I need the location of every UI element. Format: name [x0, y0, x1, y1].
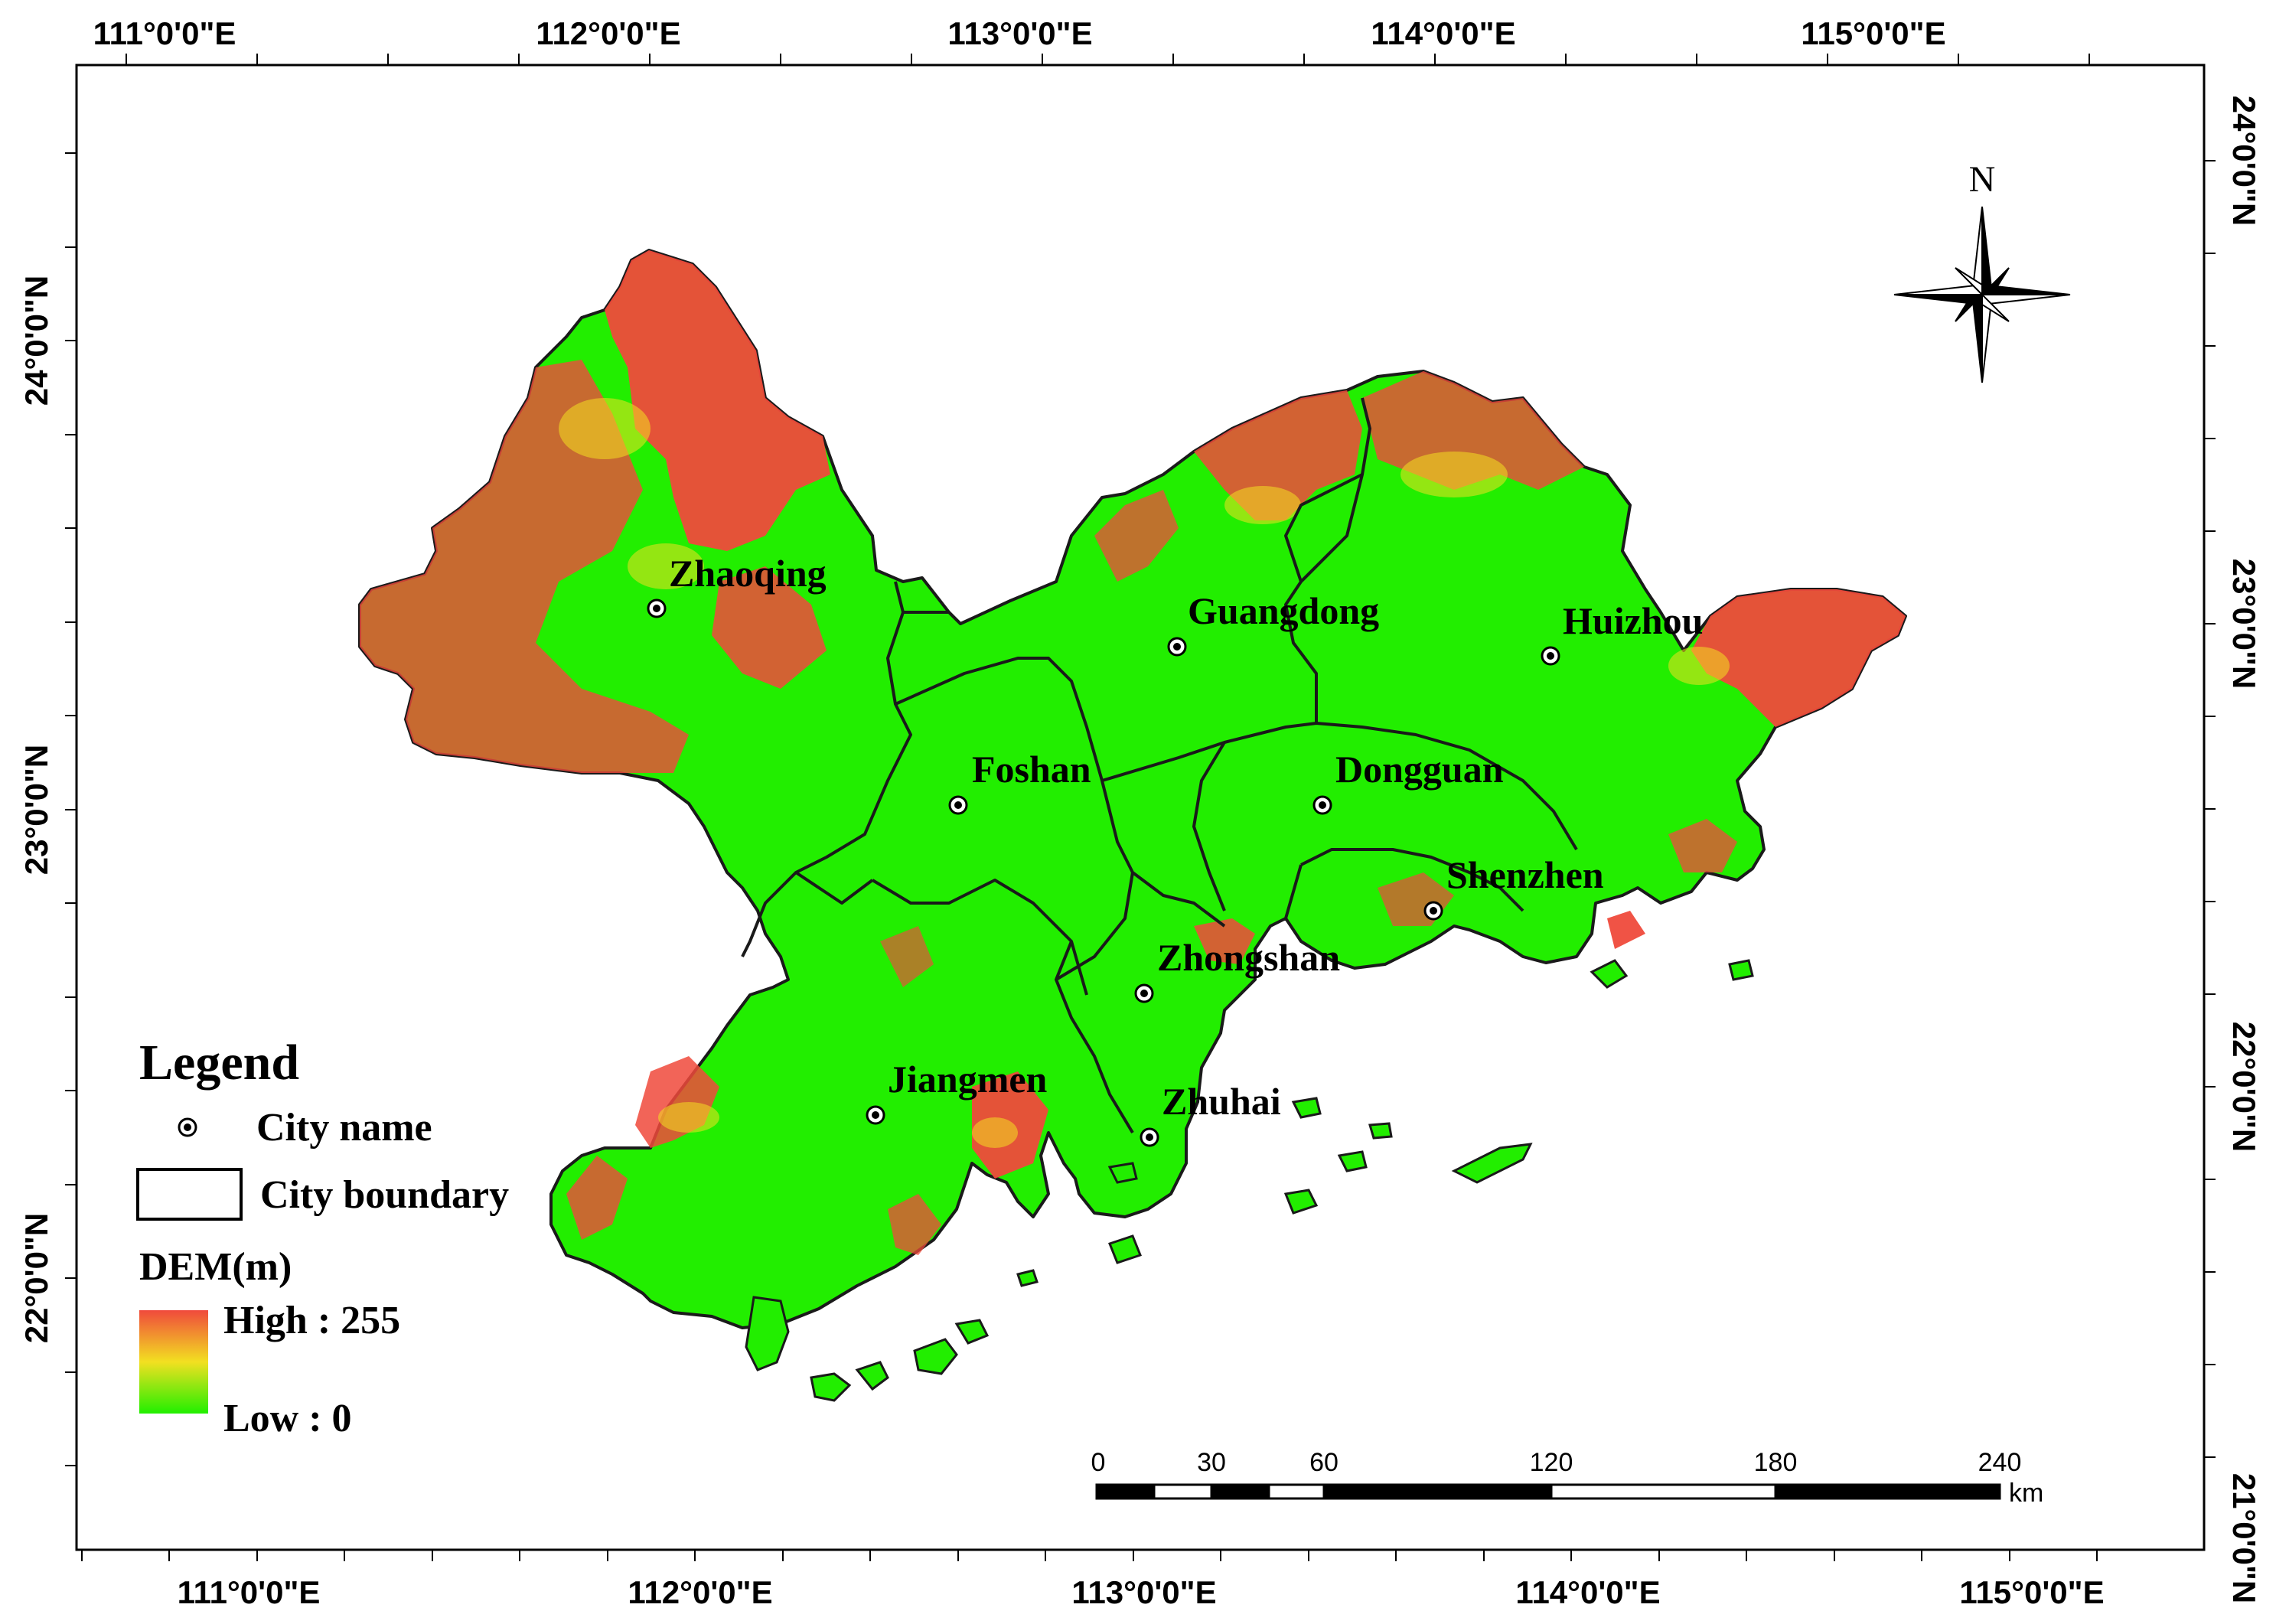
- right-lat-label: 24°0'0"N: [2226, 96, 2262, 226]
- city-label: Zhuhai: [1162, 1080, 1281, 1123]
- scale-bar-segments: [1095, 1483, 2001, 1500]
- legend-dem-colorbar: [139, 1310, 208, 1414]
- north-arrow-label: N: [1969, 159, 1996, 200]
- north-arrow: N: [1893, 159, 2071, 383]
- legend-boundary-swatch: [136, 1168, 243, 1221]
- city-marker-zhuhai: Zhuhai: [1140, 1080, 1281, 1147]
- left-latitude-labels: 24°0'0"N 23°0'0"N 22°0'0"N: [18, 276, 54, 1343]
- dem-highland-patches: [360, 250, 1906, 1255]
- city-label: Zhongshan: [1157, 936, 1340, 979]
- city-marker-zhaoqing: Zhaoqing: [647, 552, 827, 618]
- compass-icon: [1893, 206, 2071, 383]
- legend-city-name: City name: [256, 1106, 432, 1150]
- left-lat-label: 23°0'0"N: [18, 745, 54, 875]
- left-lat-label: 22°0'0"N: [18, 1213, 54, 1343]
- scale-tick-label: 0: [1091, 1448, 1106, 1477]
- scale-tick-label: 240: [1978, 1448, 2022, 1477]
- city-marker-guangdong: Guangdong: [1167, 589, 1379, 657]
- bottom-lon-label: 114°0'0"E: [1515, 1574, 1660, 1610]
- city-label: Foshan: [972, 748, 1091, 791]
- scale-tick-label: 30: [1197, 1448, 1226, 1477]
- right-lat-label: 23°0'0"N: [2226, 559, 2262, 689]
- legend-dem-high: High : 255: [223, 1299, 400, 1342]
- legend-title: Legend: [139, 1035, 299, 1091]
- scale-tick-label: 120: [1530, 1448, 1573, 1477]
- city-label: Guangdong: [1188, 589, 1379, 632]
- city-markers: Zhaoqing Guangdong Huizhou Foshan Donggu…: [647, 552, 1703, 1147]
- bottom-longitude-labels: 111°0'0"E 112°0'0"E 113°0'0"E 114°0'0"E …: [178, 1574, 2105, 1610]
- top-longitude-labels: 111°0'0"E 112°0'0"E 113°0'0"E 114°0'0"E …: [93, 15, 1946, 51]
- legend: Legend City name City boundary DEM(m) Hi…: [136, 1035, 509, 1440]
- bottom-lon-label: 113°0'0"E: [1071, 1574, 1216, 1610]
- legend-dem-low: Low : 0: [223, 1397, 352, 1440]
- bottom-lon-label: 115°0'0"E: [1959, 1574, 2104, 1610]
- left-lat-label: 24°0'0"N: [18, 276, 54, 406]
- right-latitude-labels: 24°0'0"N 23°0'0"N 22°0'0"N 21°0'0"N: [2226, 96, 2262, 1603]
- dem-midland-patches: [559, 398, 1730, 1148]
- frame-ticks: [65, 54, 2216, 1561]
- city-label: Jiangmen: [888, 1058, 1048, 1101]
- legend-city-boundary: City boundary: [260, 1173, 509, 1217]
- scale-unit: km: [2009, 1479, 2043, 1508]
- city-marker-jiangmen: Jiangmen: [866, 1058, 1048, 1125]
- city-label: Huizhou: [1563, 599, 1703, 642]
- city-marker-zhongshan: Zhongshan: [1134, 936, 1340, 1003]
- top-lon-label: 113°0'0"E: [947, 15, 1092, 51]
- city-label: Dongguan: [1335, 748, 1504, 791]
- city-label: Zhaoqing: [669, 552, 827, 595]
- city-marker-foshan: Foshan: [948, 748, 1091, 815]
- right-lat-label: 22°0'0"N: [2226, 1022, 2262, 1152]
- legend-city-marker-icon: [178, 1117, 197, 1137]
- bottom-lon-label: 112°0'0"E: [628, 1574, 772, 1610]
- scale-bar: 0 30 60 120 180 240 km: [1091, 1448, 2044, 1508]
- scale-tick-label: 60: [1309, 1448, 1339, 1477]
- top-lon-label: 111°0'0"E: [93, 15, 236, 51]
- city-boundaries: [741, 397, 1578, 1134]
- bottom-lon-label: 111°0'0"E: [178, 1574, 321, 1610]
- top-lon-label: 114°0'0"E: [1371, 15, 1515, 51]
- legend-dem-title: DEM(m): [139, 1245, 292, 1289]
- city-marker-huizhou: Huizhou: [1541, 599, 1703, 666]
- islands: [745, 959, 1754, 1402]
- city-marker-shenzhen: Shenzhen: [1423, 853, 1604, 921]
- city-marker-dongguan: Dongguan: [1312, 748, 1504, 815]
- top-lon-label: 112°0'0"E: [536, 15, 680, 51]
- top-lon-label: 115°0'0"E: [1801, 15, 1945, 51]
- scale-tick-label: 180: [1754, 1448, 1798, 1477]
- right-lat-label: 21°0'0"N: [2226, 1473, 2262, 1603]
- city-label: Shenzhen: [1446, 853, 1604, 896]
